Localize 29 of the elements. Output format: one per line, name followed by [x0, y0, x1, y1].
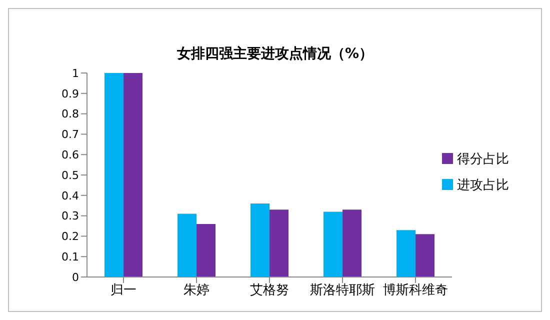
bar [342, 210, 362, 277]
y-tick-label: 0.9 [62, 87, 79, 100]
y-tick-label: 0.8 [62, 108, 79, 121]
y-tick-label: 1 [72, 66, 79, 80]
x-tick-label: 斯洛特耶斯 [310, 283, 375, 298]
bar [250, 204, 270, 277]
y-tick-label: 0.1 [62, 250, 79, 264]
bar [270, 210, 289, 277]
y-tick-label: 0.5 [62, 168, 79, 182]
y-tick-label: 0.3 [62, 210, 79, 223]
chart-title: 女排四强主要进攻点情况（%） [176, 45, 374, 64]
x-tick-label: 归一 [110, 283, 136, 298]
y-tick-label: 0.6 [62, 148, 79, 162]
bar [324, 212, 343, 277]
y-tick-label: 0.7 [62, 128, 79, 142]
bar [396, 230, 416, 277]
y-tick-label: 0.4 [62, 189, 79, 202]
bar [196, 224, 216, 277]
legend-label: 进攻占比 [457, 178, 509, 193]
bar [416, 234, 435, 277]
x-tick-label: 艾格努 [250, 283, 289, 298]
x-tick-label: 朱婷 [184, 283, 210, 298]
bar [178, 214, 197, 277]
bar [104, 73, 124, 277]
x-tick-label: 博斯科维奇 [383, 283, 448, 298]
legend-label: 得分占比 [457, 152, 509, 167]
y-tick-label: 0.2 [62, 230, 79, 244]
y-tick-label: 0 [72, 270, 79, 284]
bar [124, 73, 143, 277]
